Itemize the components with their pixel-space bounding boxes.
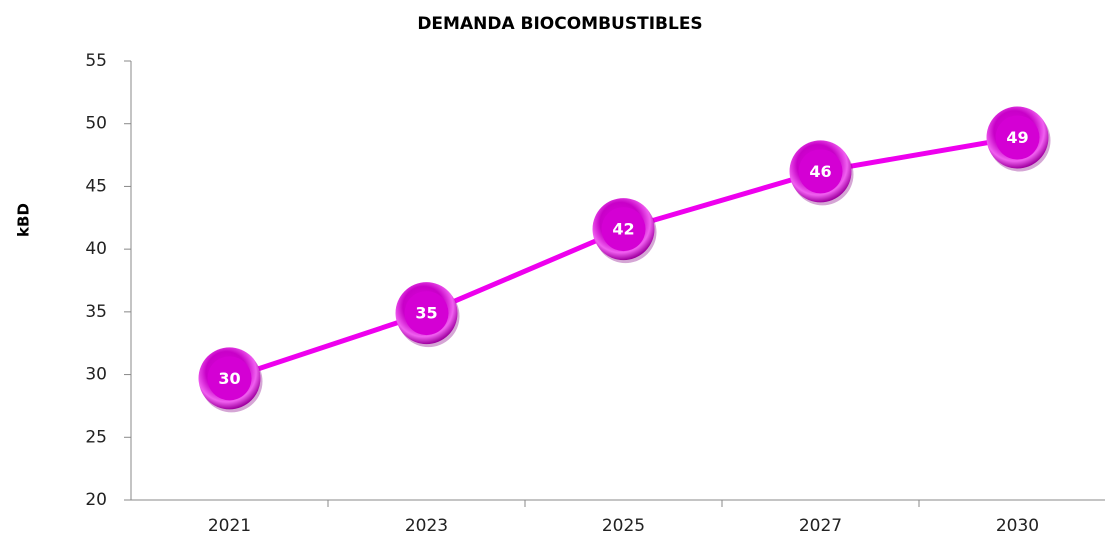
value-label: 49 — [1006, 128, 1028, 147]
y-tick-label: 35 — [85, 302, 107, 322]
marker-inner — [601, 207, 646, 252]
x-tick-label: 2027 — [799, 516, 842, 533]
marker-inner — [995, 115, 1040, 160]
x-tick-label: 2021 — [208, 516, 251, 533]
value-label: 35 — [415, 304, 437, 323]
y-tick-label: 25 — [85, 427, 107, 447]
value-label: 42 — [612, 220, 634, 239]
y-tick-label: 20 — [85, 490, 107, 510]
marker-inner — [798, 149, 843, 194]
value-label: 30 — [218, 369, 240, 388]
y-tick-label: 30 — [85, 365, 107, 385]
marker-inner — [404, 291, 449, 336]
y-axis-label: kBD — [15, 203, 33, 237]
marker-inner — [207, 356, 252, 401]
chart-title: DEMANDA BIOCOMBUSTIBLES — [417, 14, 702, 34]
y-tick-label: 55 — [85, 51, 107, 71]
y-tick-label: 45 — [85, 176, 107, 196]
x-tick-label: 2023 — [405, 516, 448, 533]
y-tick-label: 40 — [85, 239, 107, 259]
x-tick-label: 2025 — [602, 516, 645, 533]
value-label: 46 — [809, 162, 831, 181]
x-tick-label: 2030 — [996, 516, 1039, 533]
y-tick-label: 50 — [85, 114, 107, 134]
